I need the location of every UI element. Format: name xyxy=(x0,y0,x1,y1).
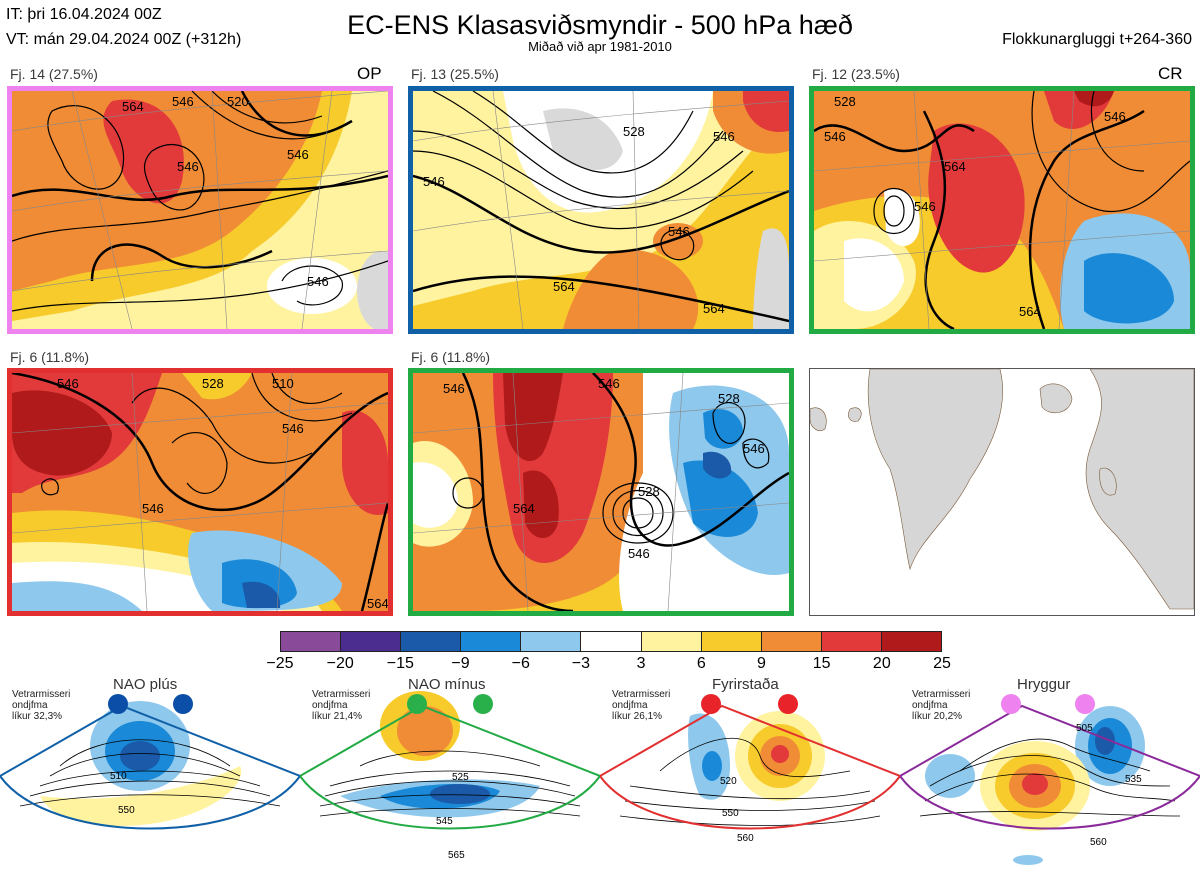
colorbar-tick: −25 xyxy=(266,655,294,672)
contour-label: 546 xyxy=(287,147,309,162)
cluster-1-tag: OP xyxy=(357,64,382,83)
cluster-1-label: Fj. 14 (27.5%) xyxy=(10,66,98,82)
colorbar-segment xyxy=(401,632,462,651)
colorbar-tick: −6 xyxy=(511,655,530,672)
contour-label: 546 xyxy=(177,159,199,174)
colorbar-tick: 6 xyxy=(696,655,706,672)
colorbar-segment xyxy=(341,632,402,651)
regime-probability: Vetrarmisseri ondjfma líkur 32,3% xyxy=(12,689,71,722)
page-subtitle: Miðað við apr 1981-2010 xyxy=(528,39,672,54)
regime-probability: Vetrarmisseri ondjfma líkur 20,2% xyxy=(912,689,971,722)
page-title: EC-ENS Klasasviðsmyndir - 500 hPa hæð xyxy=(347,10,853,40)
regime-nao-plus: 510 550 NAO plús Vetrarmisseri ondjfma l… xyxy=(0,676,300,871)
regime-contour-label: 560 xyxy=(737,833,754,844)
regime-contour-label: 550 xyxy=(722,808,739,819)
regime-contour-label: 550 xyxy=(118,805,135,816)
colorbar-tick: 15 xyxy=(812,655,831,672)
contour-label: 546 xyxy=(443,381,465,396)
contour-label: 564 xyxy=(553,279,575,294)
regime-title: NAO mínus xyxy=(408,676,486,693)
colorbar-tick: 3 xyxy=(636,655,646,672)
contour-label: 546 xyxy=(713,129,735,144)
regime-blocking: 520 550 560 Fyrirstaða Vetrarmisseri ond… xyxy=(600,676,900,871)
contour-label: 528 xyxy=(638,484,660,499)
contour-label: 546 xyxy=(142,501,164,516)
anomaly-colorbar xyxy=(280,631,942,652)
colorbar-tick: 9 xyxy=(757,655,766,672)
contour-label: 546 xyxy=(57,376,79,391)
cluster-2-label: Fj. 13 (25.5%) xyxy=(411,66,499,82)
regime-contour-label: 510 xyxy=(110,771,127,782)
regime-ridge: 505 535 560 Hryggur Vetrarmisseri ondjfm… xyxy=(900,676,1200,871)
colorbar-segment xyxy=(281,632,342,651)
contour-label: 528 xyxy=(623,124,645,139)
contour-label: 546 xyxy=(824,129,846,144)
contour-label: 546 xyxy=(1104,109,1126,124)
contour-label: 528 xyxy=(202,376,224,391)
contour-label: 546 xyxy=(423,174,445,189)
colorbar-segment xyxy=(581,632,642,651)
contour-label: 546 xyxy=(914,199,936,214)
cluster-5-map[interactable]: 546 546 528 564 528 546 546 xyxy=(408,368,794,616)
colorbar-tick: 20 xyxy=(872,655,891,672)
contour-label: 564 xyxy=(1019,304,1041,319)
colorbar-tick: 25 xyxy=(933,655,951,672)
regime-contour-label: 525 xyxy=(452,772,469,783)
cluster-4-map[interactable]: 546 528 510 546 546 564 xyxy=(7,368,393,616)
colorbar-segment xyxy=(701,632,762,651)
regime-nao-minus: 525 545 565 NAO mínus Vetrarmisseri ondj… xyxy=(300,676,600,871)
regime-contour-label: 560 xyxy=(1090,837,1107,848)
colorbar-tick: −20 xyxy=(326,655,354,672)
contour-label: 546 xyxy=(598,376,620,391)
initial-time: IT: þri 16.04.2024 00Z xyxy=(6,6,162,23)
regime-contour-label: 505 xyxy=(1076,723,1093,734)
cluster-3-tag: CR xyxy=(1158,64,1183,83)
contour-label: 520 xyxy=(227,94,249,109)
classification-window: Flokkunargluggi t+264-360 xyxy=(1002,31,1192,48)
colorbar-segment xyxy=(881,632,942,651)
contour-label: 564 xyxy=(513,501,535,516)
colorbar-segment xyxy=(821,632,882,651)
colorbar-segment xyxy=(461,632,522,651)
cluster-3-map[interactable]: 528 546 546 564 564 546 xyxy=(809,86,1195,334)
colorbar-tick: −15 xyxy=(386,655,414,672)
contour-label: 564 xyxy=(703,301,725,316)
contour-label: 546 xyxy=(668,224,690,239)
contour-label: 564 xyxy=(944,159,966,174)
contour-label: 528 xyxy=(834,94,856,109)
regime-probability: Vetrarmisseri ondjfma líkur 26,1% xyxy=(612,689,671,722)
valid-time: VT: mán 29.04.2024 00Z (+312h) xyxy=(6,31,242,48)
contour-label: 564 xyxy=(122,99,144,114)
contour-label: 528 xyxy=(718,391,740,406)
regime-probability: Vetrarmisseri ondjfma líkur 21,4% xyxy=(312,689,371,722)
cluster-4-label: Fj. 6 (11.8%) xyxy=(10,349,90,365)
colorbar-segment xyxy=(761,632,822,651)
contour-label: 546 xyxy=(307,274,329,289)
contour-label: 546 xyxy=(743,441,765,456)
colorbar-tick: −3 xyxy=(571,655,591,672)
regime-title: NAO plús xyxy=(113,676,178,693)
regime-title: Fyrirstaða xyxy=(712,676,779,693)
colorbar-segment xyxy=(521,632,582,651)
regime-contour-label: 535 xyxy=(1125,774,1142,785)
regime-contour-label: 520 xyxy=(720,776,737,787)
cluster-3-label: Fj. 12 (23.5%) xyxy=(812,66,900,82)
regime-contour-label: 545 xyxy=(436,816,453,827)
regime-title: Hryggur xyxy=(1017,676,1071,693)
regime-contour-label: 565 xyxy=(448,850,465,861)
contour-label: 564 xyxy=(367,596,388,611)
contour-label: 510 xyxy=(272,376,294,391)
contour-label: 546 xyxy=(282,421,304,436)
contour-label: 546 xyxy=(628,546,650,561)
colorbar-segment xyxy=(641,632,702,651)
empty-base-map xyxy=(809,368,1195,616)
colorbar-tick: −9 xyxy=(451,655,470,672)
contour-label: 546 xyxy=(172,94,194,109)
cluster-2-map[interactable]: 546 528 546 546 564 564 xyxy=(408,86,794,334)
cluster-5-label: Fj. 6 (11.8%) xyxy=(411,349,491,365)
cluster-1-map[interactable]: 564 546 520 546 546 546 xyxy=(7,86,393,334)
